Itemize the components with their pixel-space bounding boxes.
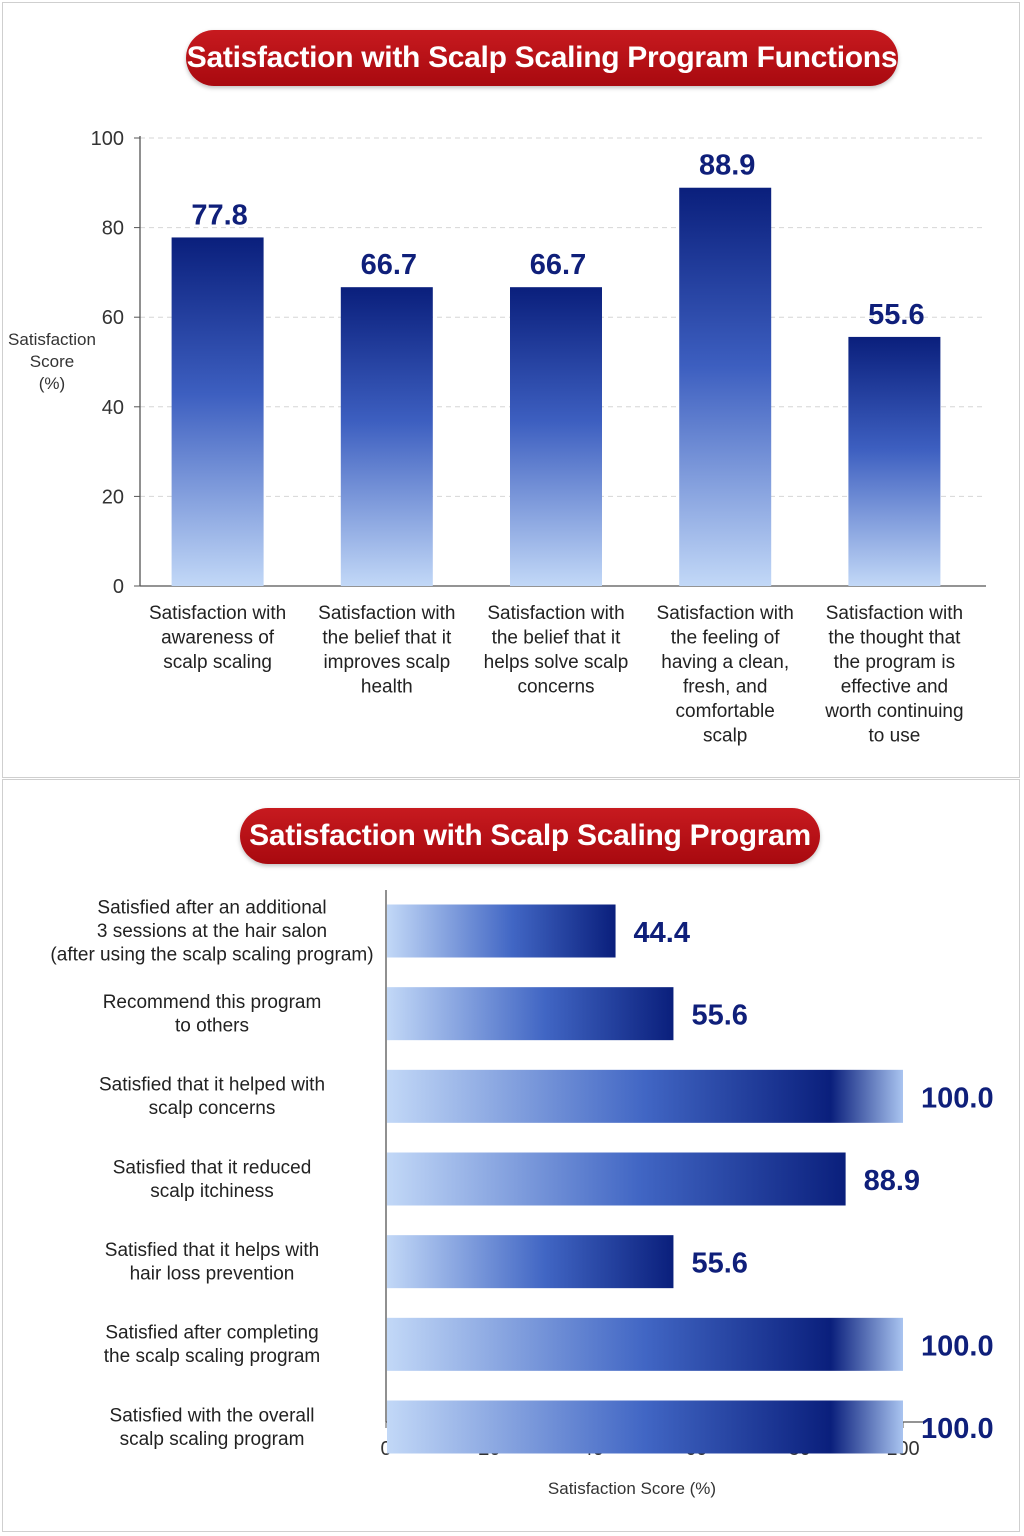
y-category-label: Satisfied with the overall scalp scaling … (110, 1405, 315, 1450)
x-axis-title: Satisfaction Score (%) (548, 1479, 716, 1498)
bar (387, 1152, 846, 1206)
x-category-label: Satisfaction with the belief that it impro… (318, 603, 455, 698)
bar (510, 287, 602, 586)
bar-value-label: 55.6 (868, 299, 924, 331)
y-tick-label: 100 (91, 128, 124, 150)
bar (387, 1235, 674, 1289)
y-axis-title: Satisfaction Score (%) (8, 330, 96, 393)
bar (387, 987, 674, 1041)
bar (387, 904, 616, 958)
chart-2-title: Satisfaction with Scalp Scaling Program (240, 808, 820, 864)
y-category-label: Satisfied that it helps with hair loss pr… (105, 1240, 319, 1285)
bar-value-label: 88.9 (699, 150, 755, 182)
y-tick-label: 80 (102, 218, 124, 240)
y-tick-label: 20 (102, 486, 124, 508)
y-tick-label: 0 (113, 576, 124, 598)
chart-1-title: Satisfaction with Scalp Scaling Program … (186, 30, 898, 86)
vertical-bar-chart: 0 20 40 60 80 100 Satisfaction Score (%) 77.8 Sati… (8, 128, 986, 747)
bar-value-label: 66.7 (530, 249, 586, 281)
bar-value-label: 66.7 (361, 249, 417, 281)
bar-value-label: 100.0 (921, 1413, 994, 1445)
y-category-label: Satisfied that it reduced scalp itchiness (113, 1157, 312, 1202)
y-category-label: Recommend this program to others (103, 992, 322, 1037)
y-category-label: Satisfied after an additional 3 sessions … (50, 898, 373, 966)
bar-value-label: 100.0 (921, 1330, 994, 1362)
bar-value-label: 55.6 (691, 1000, 747, 1032)
bar-value-label: 100.0 (921, 1082, 994, 1114)
bar-value-label: 44.4 (634, 917, 690, 949)
bar (387, 1400, 903, 1454)
x-category-label: Satisfaction with awareness of scalp scali… (149, 603, 286, 673)
y-tick-label: 40 (102, 397, 124, 419)
bar-value-label: 55.6 (691, 1248, 747, 1280)
bar (340, 287, 433, 586)
x-category-label: Satisfaction with the feeling of having a … (657, 603, 794, 747)
bar-value-label: 88.9 (864, 1165, 920, 1197)
y-category-label: Satisfied after completing the scalp scal… (104, 1323, 321, 1368)
bar-value-label: 77.8 (191, 199, 247, 231)
x-tick-label: 0 (380, 1438, 391, 1460)
x-category-label: Satisfaction with the thought that the pro… (824, 603, 963, 747)
y-category-label: Satisfied that it helped with scalp conce… (99, 1075, 325, 1120)
y-tick-label: 60 (102, 307, 124, 329)
bar (387, 1317, 903, 1371)
x-category-label: Satisfaction with the belief that it helps… (484, 603, 629, 698)
bar (171, 237, 264, 586)
bar (848, 336, 941, 586)
bar (387, 1069, 903, 1123)
bar (679, 187, 772, 586)
